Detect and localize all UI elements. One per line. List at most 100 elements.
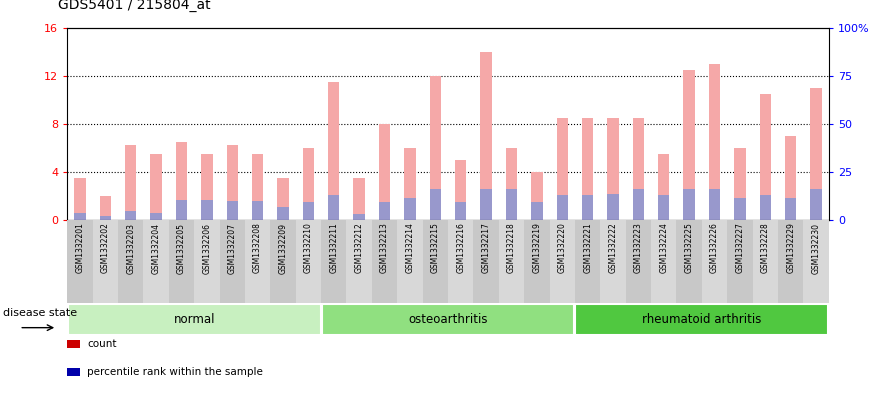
Bar [125, 145, 136, 220]
Text: GSM1332225: GSM1332225 [685, 222, 694, 274]
Bar [151, 213, 162, 220]
Bar [168, 220, 194, 303]
Bar [227, 145, 238, 220]
Text: GSM1332226: GSM1332226 [710, 222, 719, 274]
Bar [99, 216, 111, 220]
Bar [271, 220, 296, 303]
Text: GSM1332209: GSM1332209 [279, 222, 288, 274]
Bar [328, 82, 340, 220]
Bar [455, 202, 467, 220]
Text: osteoarthritis: osteoarthritis [409, 313, 487, 326]
Bar [328, 195, 340, 220]
Bar [734, 198, 745, 220]
Text: GSM1332214: GSM1332214 [405, 222, 415, 274]
Bar [760, 195, 771, 220]
Bar [531, 172, 543, 220]
Bar [448, 220, 473, 303]
Bar [804, 220, 829, 303]
Bar [353, 178, 365, 220]
Text: GSM1332221: GSM1332221 [583, 222, 592, 273]
FancyBboxPatch shape [575, 304, 828, 335]
Bar [429, 189, 441, 220]
Bar [734, 148, 745, 220]
Text: GSM1332207: GSM1332207 [228, 222, 237, 274]
Bar [582, 195, 593, 220]
Bar [379, 124, 391, 220]
Bar [658, 195, 669, 220]
Bar [810, 189, 822, 220]
Bar [480, 51, 492, 220]
Bar [404, 148, 416, 220]
Bar [505, 189, 517, 220]
Bar [760, 94, 771, 220]
Bar [633, 189, 644, 220]
Text: disease state: disease state [3, 309, 77, 318]
Bar [524, 220, 549, 303]
Text: GSM1332222: GSM1332222 [608, 222, 617, 273]
Bar [684, 189, 695, 220]
Bar [607, 118, 619, 220]
Text: GSM1332210: GSM1332210 [304, 222, 313, 274]
Bar [556, 118, 568, 220]
Text: GSM1332220: GSM1332220 [557, 222, 567, 274]
Bar [423, 220, 448, 303]
Text: GSM1332206: GSM1332206 [202, 222, 211, 274]
Text: GSM1332213: GSM1332213 [380, 222, 389, 274]
Bar [785, 198, 797, 220]
Text: GSM1332217: GSM1332217 [481, 222, 491, 274]
Bar [125, 211, 136, 220]
Bar [575, 220, 600, 303]
Bar [277, 207, 289, 220]
Bar [785, 136, 797, 220]
Bar [201, 200, 212, 220]
Bar [658, 154, 669, 220]
Bar [176, 142, 187, 220]
Bar [404, 198, 416, 220]
Bar [151, 154, 162, 220]
Bar [709, 64, 720, 220]
Bar [74, 178, 86, 220]
Bar [651, 220, 676, 303]
Bar [372, 220, 397, 303]
Bar [531, 202, 543, 220]
Bar [499, 220, 524, 303]
Text: GSM1332230: GSM1332230 [812, 222, 821, 274]
Text: GSM1332212: GSM1332212 [355, 222, 364, 273]
Text: GSM1332203: GSM1332203 [126, 222, 135, 274]
Text: GSM1332219: GSM1332219 [532, 222, 541, 274]
Text: GSM1332204: GSM1332204 [151, 222, 160, 274]
Bar [321, 220, 347, 303]
FancyBboxPatch shape [322, 304, 574, 335]
Bar [296, 220, 321, 303]
FancyBboxPatch shape [68, 304, 321, 335]
Bar [201, 154, 212, 220]
Bar [92, 220, 118, 303]
Text: GDS5401 / 215804_at: GDS5401 / 215804_at [58, 0, 211, 12]
Bar [252, 201, 263, 220]
Bar [702, 220, 728, 303]
Text: GSM1332218: GSM1332218 [507, 222, 516, 273]
Bar [778, 220, 804, 303]
Bar [549, 220, 575, 303]
Text: GSM1332215: GSM1332215 [431, 222, 440, 274]
Text: GSM1332228: GSM1332228 [761, 222, 770, 273]
Bar [810, 88, 822, 220]
Bar [353, 214, 365, 220]
Bar [303, 202, 314, 220]
Bar [753, 220, 778, 303]
Text: rheumatoid arthritis: rheumatoid arthritis [642, 313, 762, 326]
Bar [505, 148, 517, 220]
Text: GSM1332223: GSM1332223 [633, 222, 643, 274]
Text: GSM1332208: GSM1332208 [253, 222, 263, 274]
Bar [455, 160, 467, 220]
Bar [99, 196, 111, 220]
Text: GSM1332216: GSM1332216 [456, 222, 465, 274]
Bar [379, 202, 391, 220]
Text: percentile rank within the sample: percentile rank within the sample [87, 367, 263, 377]
Bar [74, 213, 86, 220]
Bar [429, 75, 441, 220]
Bar [277, 178, 289, 220]
Bar [118, 220, 143, 303]
Bar [245, 220, 271, 303]
Bar [227, 201, 238, 220]
